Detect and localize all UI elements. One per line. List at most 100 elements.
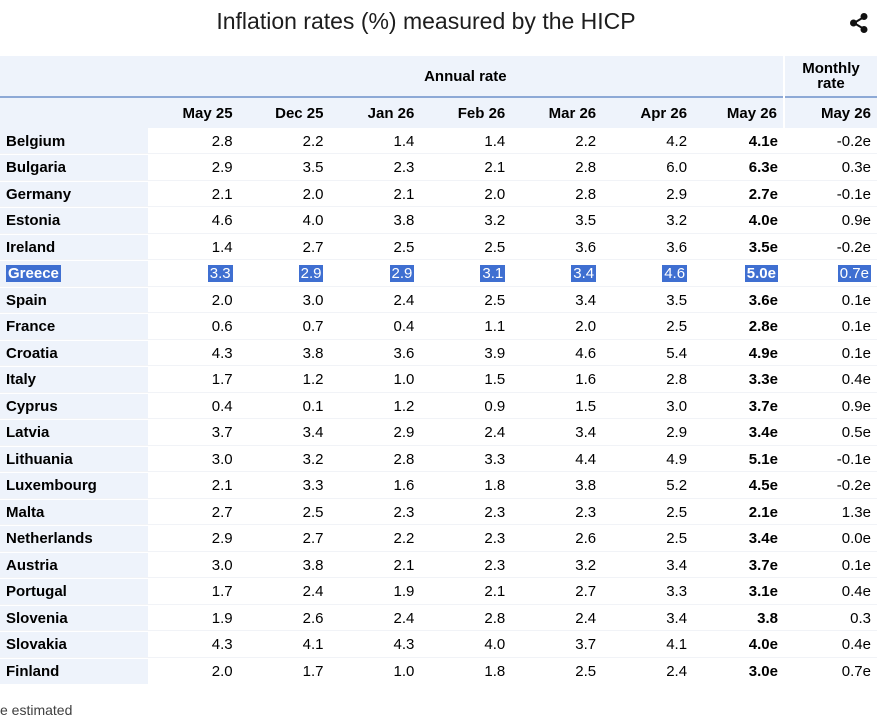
monthly-value-cell-text: 0.1e (841, 556, 871, 574)
annual-value-cell: 2.1e (693, 499, 784, 526)
table-row[interactable]: Germany 2.1 2.0 2.1 2.0 2.8 2.9 2.7e -0.1e (0, 181, 877, 208)
annual-value-cell-text: 4.9e (748, 344, 778, 362)
annual-value-cell: 2.1 (147, 181, 239, 208)
annual-value-cell-text: 1.5 (575, 397, 597, 415)
annual-value-cell: 1.2 (329, 393, 421, 420)
table-row[interactable]: Lithuania 3.0 3.2 2.8 3.3 4.4 4.9 5.1e -0.1e (0, 446, 877, 473)
table-row[interactable]: Portugal 1.7 2.4 1.9 2.1 2.7 3.3 3.1e 0.4e (0, 578, 877, 606)
annual-value-cell: 3.0e (693, 658, 784, 685)
table-row[interactable]: Slovakia 4.3 4.1 4.3 4.0 3.7 4.1 4.0e 0.4e (0, 631, 877, 659)
monthly-value-cell: 0.1e (783, 552, 877, 579)
annual-value-cell-text: 4.2 (666, 132, 688, 150)
annual-value-cell-text: 2.0 (302, 185, 324, 203)
annual-value-cell-text: 3.1e (748, 583, 778, 601)
annual-value-cell-text: 3.3e (748, 371, 778, 389)
country-cell-text: France (6, 318, 56, 336)
table-row[interactable]: Luxembourg 2.1 3.3 1.6 1.8 3.8 5.2 4.5e -0.2e (0, 472, 877, 500)
annual-value-cell: 4.0 (238, 207, 330, 235)
annual-value-cell: 2.3 (511, 499, 603, 526)
annual-value-cell: 3.2 (238, 446, 330, 473)
annual-value-cell-text: 1.4 (211, 238, 233, 256)
annual-value-cell: 0.4 (147, 393, 239, 420)
annual-value-cell-text: 2.9 (298, 265, 324, 283)
annual-value-cell-text: 3.8 (302, 556, 324, 574)
annual-value-cell-text: 1.7 (302, 662, 324, 680)
share-icon[interactable] (848, 12, 870, 34)
annual-value-cell-text: 2.6 (575, 530, 597, 548)
country-cell-text: Latvia (6, 424, 50, 442)
table-row[interactable]: France 0.6 0.7 0.4 1.1 2.0 2.5 2.8e 0.1e (0, 313, 877, 341)
annual-value-cell-text: 4.6 (575, 344, 597, 362)
table-row[interactable]: Greece 3.3 2.9 2.9 3.1 3.4 4.6 5.0e 0.7e (0, 260, 877, 288)
annual-value-cell: 2.9 (329, 260, 421, 288)
annual-value-cell-text: 3.6e (748, 291, 778, 309)
annual-value-cell: 4.9e (693, 340, 784, 367)
annual-value-cell: 3.8 (238, 340, 330, 367)
annual-value-cell: 3.3 (420, 446, 512, 473)
annual-value-cell: 0.4 (329, 313, 421, 341)
annual-value-cell-text: 2.8 (484, 609, 506, 627)
monthly-value-cell-text: 0.4e (841, 636, 871, 654)
table-row[interactable]: Netherlands 2.9 2.7 2.2 2.3 2.6 2.5 3.4e 0.0e (0, 525, 877, 553)
annual-value-cell-text: 4.3 (211, 636, 233, 654)
annual-value-cell-text: 0.6 (211, 318, 233, 336)
country-cell-text: Finland (6, 662, 60, 680)
table-row[interactable]: Croatia 4.3 3.8 3.6 3.9 4.6 5.4 4.9e 0.1e (0, 340, 877, 367)
annual-value-cell: 3.8 (693, 605, 784, 632)
annual-value-cell: 1.9 (329, 578, 421, 606)
table-row[interactable]: Malta 2.7 2.5 2.3 2.3 2.3 2.5 2.1e 1.3e (0, 499, 877, 526)
annual-value-cell: 2.8 (420, 605, 512, 632)
monthly-value-cell-text: 0.3 (850, 609, 871, 627)
annual-value-cell: 2.3 (329, 154, 421, 182)
monthly-value-cell: -0.1e (783, 446, 877, 473)
table-row[interactable]: Belgium 2.8 2.2 1.4 1.4 2.2 4.2 4.1e -0.2e (0, 128, 877, 155)
annual-value-cell: 2.0 (147, 287, 239, 314)
annual-value-cell-text: 2.7 (302, 530, 324, 548)
annual-value-cell-text: 2.0 (484, 185, 506, 203)
monthly-value-cell: 0.7e (783, 658, 877, 685)
annual-value-cell: 3.4e (693, 525, 784, 553)
annual-value-cell: 2.7e (693, 181, 784, 208)
table-row[interactable]: Cyprus 0.4 0.1 1.2 0.9 1.5 3.0 3.7e 0.9e (0, 393, 877, 420)
table-row[interactable]: Italy 1.7 1.2 1.0 1.5 1.6 2.8 3.3e 0.4e (0, 366, 877, 394)
monthly-value-cell-text: -0.2e (836, 477, 871, 495)
annual-value-cell-text: 3.6 (393, 344, 415, 362)
annual-value-cell-text: 4.1 (302, 636, 324, 654)
table-row[interactable]: Finland 2.0 1.7 1.0 1.8 2.5 2.4 3.0e 0.7e (0, 658, 877, 685)
annual-value-cell-text: 2.5 (484, 238, 506, 256)
monthly-value-cell: 0.1e (783, 340, 877, 367)
annual-value-cell: 4.1 (238, 631, 330, 659)
annual-value-cell: 3.0 (238, 287, 330, 314)
country-cell: Malta (0, 499, 148, 526)
monthly-value-cell-text: 0.7e (841, 662, 871, 680)
annual-value-cell: 3.7e (693, 552, 784, 579)
annual-value-cell-text: 3.3 (666, 583, 688, 601)
annual-value-cell: 3.5 (238, 154, 330, 182)
monthly-value-cell-text: 0.4e (841, 371, 871, 389)
table-row[interactable]: Austria 3.0 3.8 2.1 2.3 3.2 3.4 3.7e 0.1e (0, 552, 877, 579)
annual-value-cell: 2.4 (602, 658, 694, 685)
table-row[interactable]: Spain 2.0 3.0 2.4 2.5 3.4 3.5 3.6e 0.1e (0, 287, 877, 314)
annual-value-cell-text: 3.0 (211, 556, 233, 574)
table-row[interactable]: Slovenia 1.9 2.6 2.4 2.8 2.4 3.4 3.8 0.3 (0, 605, 877, 632)
table-row[interactable]: Ireland 1.4 2.7 2.5 2.5 3.6 3.6 3.5e -0.2e (0, 234, 877, 261)
annual-value-cell: 4.4 (511, 446, 603, 473)
annual-value-cell: 2.8 (511, 154, 603, 182)
month-header: Jan 26 (329, 96, 421, 128)
annual-value-cell: 2.5 (329, 234, 421, 261)
annual-value-cell: 2.2 (329, 525, 421, 553)
table-row[interactable]: Bulgaria 2.9 3.5 2.3 2.1 2.8 6.0 6.3e 0.3e (0, 154, 877, 182)
annual-value-cell-text: 1.2 (393, 397, 415, 415)
annual-value-cell-text: 0.9 (484, 397, 506, 415)
table-row[interactable]: Latvia 3.7 3.4 2.9 2.4 3.4 2.9 3.4e 0.5e (0, 419, 877, 447)
table-row[interactable]: Estonia 4.6 4.0 3.8 3.2 3.5 3.2 4.0e 0.9e (0, 207, 877, 235)
country-cell-text: Austria (6, 556, 58, 574)
annual-value-cell-text: 2.5 (484, 291, 506, 309)
annual-value-cell-text: 2.8e (748, 318, 778, 336)
annual-value-cell: 1.4 (420, 128, 512, 155)
annual-value-cell-text: 3.3 (302, 477, 324, 495)
annual-value-cell: 1.4 (147, 234, 239, 261)
annual-value-cell-text: 3.8 (302, 344, 324, 362)
annual-value-cell: 3.4 (602, 552, 694, 579)
annual-value-cell-text: 3.7 (211, 424, 233, 442)
